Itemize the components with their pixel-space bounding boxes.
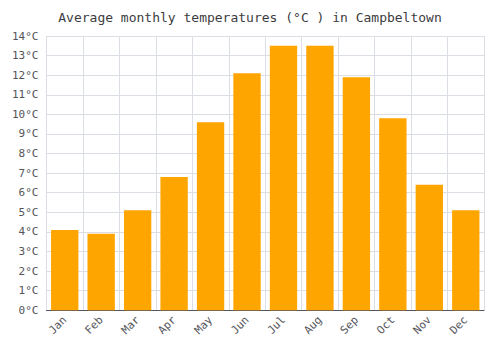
svg-text:Nov: Nov: [411, 313, 434, 336]
svg-text:Jul: Jul: [265, 314, 288, 337]
svg-text:3°C: 3°C: [19, 245, 39, 258]
svg-text:May: May: [192, 313, 215, 336]
svg-text:Mar: Mar: [119, 313, 142, 336]
svg-text:8°C: 8°C: [19, 147, 39, 160]
svg-text:1°C: 1°C: [19, 284, 39, 297]
svg-text:10°C: 10°C: [12, 108, 39, 121]
svg-text:Apr: Apr: [155, 313, 178, 336]
svg-text:9°C: 9°C: [19, 127, 39, 140]
svg-text:Aug: Aug: [301, 314, 324, 337]
svg-text:0°C: 0°C: [19, 304, 39, 317]
svg-text:Average monthly temperatures (: Average monthly temperatures (°C ) in Ca…: [58, 10, 442, 25]
svg-text:5°C: 5°C: [19, 206, 39, 219]
svg-text:2°C: 2°C: [19, 265, 39, 278]
svg-text:7°C: 7°C: [19, 167, 39, 180]
svg-text:11°C: 11°C: [12, 88, 39, 101]
svg-text:Oct: Oct: [374, 314, 397, 337]
svg-text:13°C: 13°C: [12, 49, 39, 62]
svg-text:Jun: Jun: [228, 314, 251, 337]
svg-text:4°C: 4°C: [19, 225, 39, 238]
svg-text:Sep: Sep: [338, 314, 361, 337]
svg-text:12°C: 12°C: [12, 69, 39, 82]
svg-text:Feb: Feb: [83, 314, 106, 337]
svg-text:Dec: Dec: [447, 314, 470, 337]
svg-text:6°C: 6°C: [19, 186, 39, 199]
svg-text:Jan: Jan: [46, 314, 69, 337]
svg-text:14°C: 14°C: [12, 30, 39, 43]
